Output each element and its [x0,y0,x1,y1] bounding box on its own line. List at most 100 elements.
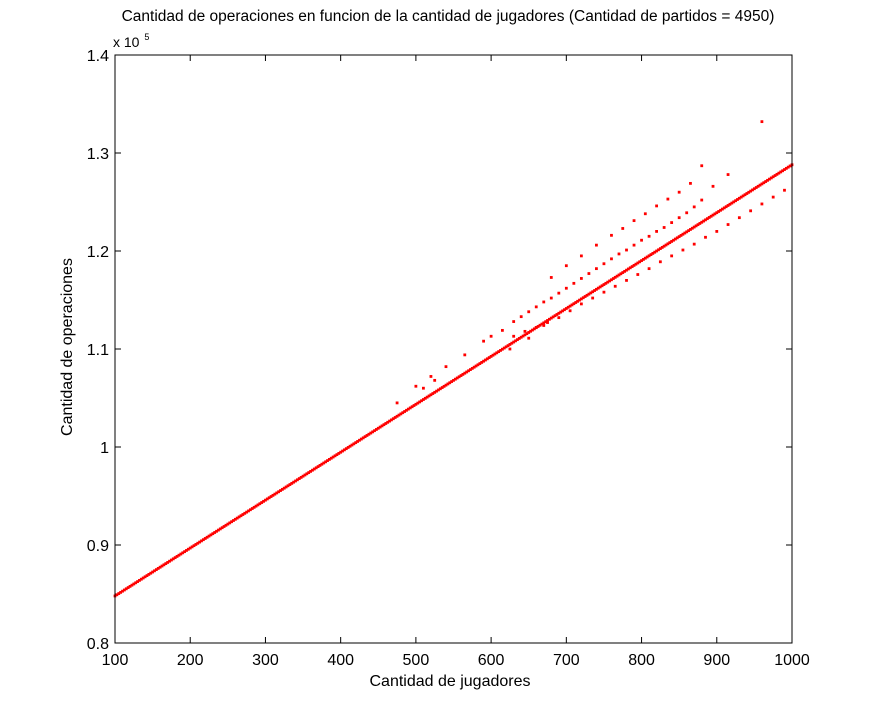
data-point [265,497,269,501]
data-point [579,302,583,306]
data-point [442,384,446,388]
data-point [478,362,482,365]
data-point [363,435,367,439]
data-point [553,314,557,318]
data-point [632,243,636,247]
data-point [713,212,717,216]
data-point [677,235,681,239]
data-point [690,226,694,230]
data-point [749,209,753,213]
data-point [418,400,422,404]
data-point [341,449,344,453]
data-point [233,517,237,521]
data-point [632,219,636,223]
data-point [489,355,493,358]
data-point [579,277,583,280]
data-point [200,539,203,543]
data-point [596,286,600,290]
data-point [115,593,119,597]
data-point [752,187,756,191]
data-point [254,504,258,508]
data-point [531,328,534,332]
data-point [760,202,764,206]
data-point [373,429,376,433]
data-point [282,486,286,490]
data-point [264,498,267,502]
data-point [414,402,418,406]
data-point [775,172,779,176]
data-point [623,269,627,273]
data-point [269,495,273,498]
data-point [736,198,739,201]
data-point [260,501,264,504]
data-point [751,188,754,192]
data-point [181,551,185,555]
data-point [707,216,711,219]
data-point [358,438,361,442]
data-point [422,398,425,401]
data-point [497,350,501,354]
data-point [722,206,726,210]
data-point [186,547,190,551]
data-point [681,248,685,252]
data-point [339,450,343,454]
data-point [675,236,679,240]
data-point [621,227,625,230]
data-point [786,165,790,169]
x-tick-label: 700 [553,652,580,669]
data-point [365,434,369,437]
data-point [771,195,775,199]
data-point [696,223,700,227]
data-point [583,295,587,298]
data-point [453,377,457,381]
data-point [491,353,495,357]
data-point [239,514,243,518]
data-point [346,446,350,449]
data-point [136,580,139,583]
data-point [512,340,516,344]
data-point [431,392,435,395]
data-point [435,389,438,393]
data-point [143,575,147,579]
data-point [316,465,320,468]
data-point [160,564,164,568]
data-point [542,300,546,304]
data-point [472,365,476,369]
data-point [561,309,564,313]
data-point [754,186,758,189]
data-point [726,204,730,207]
data-point [220,526,224,530]
data-point [563,308,566,312]
data-point [640,259,643,262]
y-tick-label: 1 [100,440,109,457]
data-point [598,285,602,289]
data-point [555,313,559,316]
data-point [640,238,643,242]
data-point [643,212,647,216]
data-point [452,378,455,382]
data-point [280,487,284,491]
data-point [579,297,583,301]
data-point [459,374,463,377]
data-point [617,252,621,256]
data-point [350,443,354,447]
data-point [572,281,576,285]
data-point [626,267,630,271]
data-point [121,589,124,593]
data-point [205,535,209,539]
data-point [613,275,617,279]
data-point [399,412,403,416]
data-point [619,272,623,276]
data-point [760,182,764,186]
data-point [335,453,339,457]
data-point [783,188,786,192]
data-point [636,273,640,276]
data-point [625,268,628,272]
data-point [595,267,598,271]
data-point [645,255,649,259]
data-point [704,235,707,239]
data-point [779,170,783,174]
data-point [156,567,160,570]
data-point [299,475,303,479]
data-point [658,260,662,264]
